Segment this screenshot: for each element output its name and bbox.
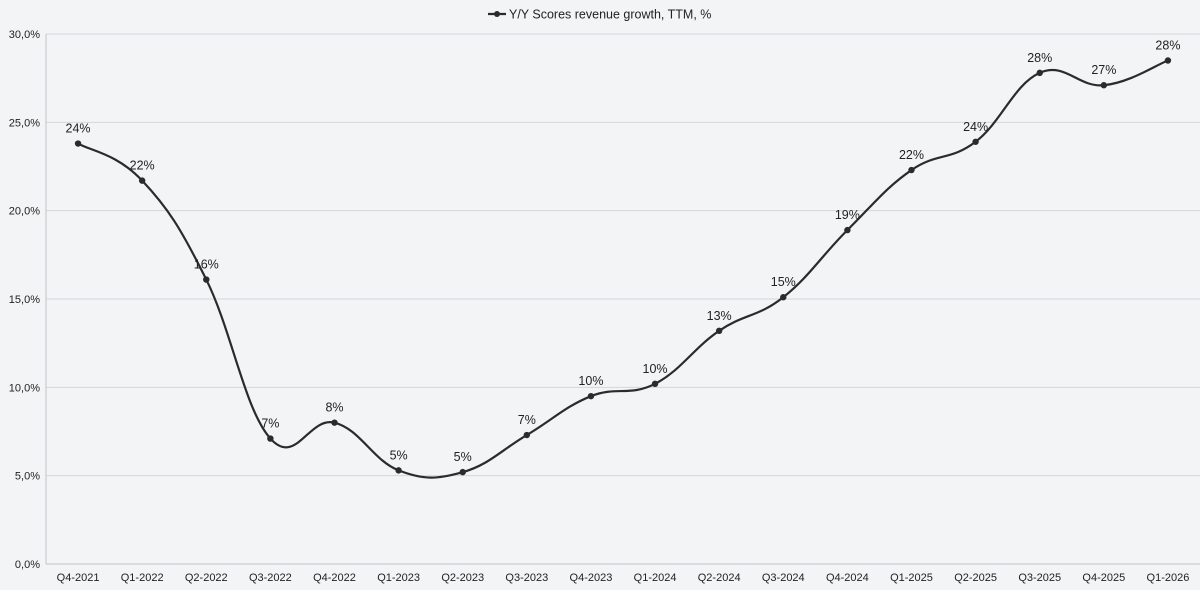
data-point <box>267 435 274 442</box>
data-label: 28% <box>1027 51 1052 65</box>
data-label: 15% <box>771 275 796 289</box>
x-tick-label: Q3-2024 <box>762 572 805 584</box>
data-point <box>395 467 402 474</box>
data-point <box>651 380 659 387</box>
y-tick-label: 0,0% <box>15 559 40 571</box>
y-tick-label: 20,0% <box>9 206 40 218</box>
x-tick-label: Q4-2025 <box>1082 572 1125 584</box>
data-label: 27% <box>1091 63 1116 77</box>
data-point <box>1036 69 1043 77</box>
grid-lines <box>46 33 1200 477</box>
data-point <box>203 276 210 283</box>
x-tick-label: Q1-2026 <box>1147 572 1190 584</box>
data-label: 7% <box>518 413 536 427</box>
data-label: 19% <box>835 208 860 222</box>
data-point <box>523 431 531 439</box>
x-tick-label: Q4-2024 <box>826 572 869 584</box>
y-axis: 0,0% 5,0% 10,0% 15,0% 20,0% 25,0% 30,0% <box>9 29 47 571</box>
x-tick-label: Q3-2025 <box>1018 572 1061 584</box>
x-tick-label: Q4-2023 <box>570 572 613 584</box>
x-tick-label: Q1-2022 <box>121 572 164 584</box>
legend-swatch-marker <box>494 11 500 17</box>
series-layer <box>74 57 1172 479</box>
data-label: 5% <box>454 450 472 464</box>
data-point <box>331 419 338 426</box>
data-point <box>74 140 82 147</box>
data-point <box>844 226 851 234</box>
data-label: 28% <box>1155 39 1180 53</box>
x-axis: Q4-2021 Q1-2022 Q2-2022 Q3-2022 Q4-2022 Q1-20… <box>46 563 1200 584</box>
data-label: 13% <box>707 309 732 323</box>
data-label: 22% <box>130 159 155 173</box>
data-point <box>138 177 146 184</box>
y-tick-label: 15,0% <box>9 294 40 306</box>
x-tick-label: Q2-2025 <box>954 572 997 584</box>
data-point <box>908 166 915 174</box>
x-tick-label: Q3-2022 <box>249 572 292 584</box>
data-point <box>587 392 595 400</box>
x-tick-label: Q2-2024 <box>698 572 741 584</box>
data-point <box>459 468 466 476</box>
data-label: 24% <box>66 122 91 136</box>
data-label: 16% <box>194 258 219 272</box>
data-label: 8% <box>325 401 343 415</box>
y-tick-label: 25,0% <box>9 117 40 129</box>
data-label: 24% <box>963 120 988 134</box>
data-label: 22% <box>899 148 924 162</box>
data-point <box>1164 57 1172 64</box>
x-tick-label: Q4-2021 <box>57 572 100 584</box>
legend-label: Y/Y Scores revenue growth, TTM, % <box>509 8 711 22</box>
series-line <box>76 59 1170 479</box>
y-tick-label: 30,0% <box>9 29 40 41</box>
data-point <box>715 327 723 334</box>
x-tick-label: Q3-2023 <box>505 572 548 584</box>
y-tick-label: 5,0% <box>15 471 40 483</box>
data-labels: 24% 22% 16% 7% 8% 5% 5% 7% 10% 10% 13% 15% 19% 22% 24%… <box>66 39 1181 465</box>
legend: Y/Y Scores revenue growth, TTM, % <box>488 8 711 22</box>
data-point <box>972 138 979 145</box>
x-tick-label: Q4-2022 <box>313 572 356 584</box>
data-label: 5% <box>390 448 408 462</box>
data-point <box>1100 82 1108 89</box>
x-tick-label: Q2-2022 <box>185 572 228 584</box>
data-point <box>780 294 787 301</box>
x-tick-label: Q2-2023 <box>441 572 484 584</box>
data-label: 10% <box>643 362 668 376</box>
data-label: 10% <box>578 374 603 388</box>
x-tick-label: Q1-2023 <box>377 572 420 584</box>
x-tick-label: Q1-2024 <box>634 572 677 584</box>
y-tick-label: 10,0% <box>9 382 40 394</box>
x-tick-label: Q1-2025 <box>890 572 933 584</box>
data-label: 7% <box>261 417 279 431</box>
